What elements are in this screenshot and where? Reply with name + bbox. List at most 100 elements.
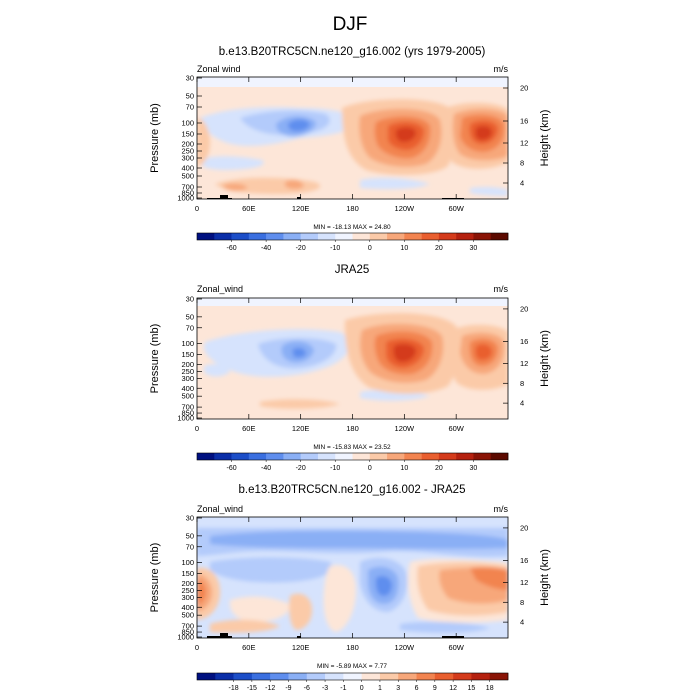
- x-tick-label: 120W: [395, 204, 416, 213]
- colorbar-label: 15: [468, 685, 476, 692]
- y-tick-label: 500: [181, 392, 194, 401]
- colorbar-label: 0: [368, 245, 372, 252]
- y-tick-label: 1000: [177, 414, 194, 423]
- colorbar-swatch: [387, 453, 405, 460]
- colorbar-swatch: [335, 233, 353, 240]
- y-tick-label: 30: [186, 513, 194, 522]
- colorbar-label: -3: [322, 685, 328, 692]
- colorbar-swatch: [343, 673, 362, 680]
- panel-left-label: Zonal_wind: [197, 504, 243, 514]
- colorbar-label: 0: [368, 465, 372, 472]
- colorbar-label: 6: [415, 685, 419, 692]
- colorbar-label: -6: [304, 685, 310, 692]
- colorbar-label: -60: [226, 465, 236, 472]
- x-tick-label: 120E: [292, 204, 310, 213]
- y-tick-label: 250: [181, 586, 194, 595]
- y-tick-label: 250: [181, 367, 194, 376]
- colorbar-swatch: [251, 673, 271, 680]
- colorbar-swatch: [283, 233, 301, 240]
- colorbar-swatch: [387, 233, 405, 240]
- x-tick-label: 0: [195, 204, 199, 213]
- y-tick-label: 150: [181, 130, 194, 139]
- colorbar-label: -9: [285, 685, 291, 692]
- colorbar-swatch: [438, 233, 457, 240]
- colorbar-swatch: [288, 673, 308, 680]
- panel-model: b.e13.B20TRC5CN.ne120_g16.002 (yrs 1979-…: [149, 46, 551, 231]
- colorbar-label: 9: [433, 685, 437, 692]
- x-tick-label: 120E: [292, 424, 310, 433]
- colorbar-swatch: [398, 673, 417, 680]
- y-tick-label: 1000: [177, 194, 194, 203]
- y-tick-label: 400: [181, 384, 194, 393]
- y-axis-title: Pressure (mb): [149, 543, 161, 613]
- colorbar-label: 20: [435, 465, 443, 472]
- colorbar-swatch: [489, 673, 509, 680]
- y-tick-label: 50: [186, 312, 194, 321]
- colorbar-swatch: [266, 233, 284, 240]
- y-right-tick-label: 4: [520, 179, 524, 188]
- colorbar-swatch: [231, 453, 250, 460]
- colorbar-label: -10: [330, 245, 340, 252]
- colorbar-swatch: [369, 453, 388, 460]
- colorbar-swatch: [352, 233, 371, 240]
- y-tick-label: 300: [181, 154, 194, 163]
- y-tick-label: 250: [181, 147, 194, 156]
- y-axis-title: Pressure (mb): [149, 324, 161, 394]
- y-tick-label: 50: [186, 531, 194, 540]
- colorbar-swatch: [233, 673, 253, 680]
- colorbar-swatch: [379, 673, 399, 680]
- colorbar-swatch: [248, 233, 267, 240]
- y-right-tick-label: 8: [520, 159, 524, 168]
- colorbar-swatch: [214, 453, 232, 460]
- colorbar-swatch: [197, 673, 216, 680]
- colorbar-swatch: [300, 233, 319, 240]
- y-tick-label: 300: [181, 593, 194, 602]
- x-tick-label: 0: [195, 643, 199, 652]
- min-max-stats: MIN = -18.13 MAX = 24.80: [313, 224, 391, 231]
- colorbar-swatch: [369, 233, 388, 240]
- y-right-tick-label: 4: [520, 618, 524, 627]
- y-tick-label: 30: [186, 294, 194, 303]
- y-right-tick-label: 12: [520, 359, 528, 368]
- y-right-tick-label: 8: [520, 598, 524, 607]
- colorbar-label: -60: [226, 245, 236, 252]
- colorbar-label: -15: [247, 685, 257, 692]
- panel-left-label: Zonal wind: [197, 64, 241, 74]
- colorbar-label: 12: [449, 685, 457, 692]
- colorbar-swatch: [416, 673, 436, 680]
- y-tick-label: 30: [186, 74, 194, 83]
- colorbar-label: -18: [229, 685, 239, 692]
- y-tick-label: 200: [181, 360, 194, 369]
- y-right-tick-label: 16: [520, 337, 528, 346]
- x-tick-label: 60W: [448, 424, 464, 433]
- y-tick-label: 400: [181, 603, 194, 612]
- colorbar-swatch: [215, 673, 234, 680]
- y-tick-label: 500: [181, 611, 194, 620]
- contour-field: [197, 298, 508, 419]
- colorbar-swatch: [214, 233, 232, 240]
- y-tick-label: 50: [186, 92, 194, 101]
- min-max-stats: MIN = -5.89 MAX = 7.77: [317, 663, 387, 670]
- colorbar-label: -20: [296, 245, 306, 252]
- colorbar-frame: [196, 452, 509, 461]
- y-tick-label: 100: [181, 119, 194, 128]
- colorbar-swatch: [352, 453, 371, 460]
- y-tick-label: 400: [181, 164, 194, 173]
- colorbar-swatch: [421, 233, 440, 240]
- y-tick-label: 100: [181, 558, 194, 567]
- colorbar-swatch: [317, 233, 336, 240]
- y-right-tick-label: 8: [520, 379, 524, 388]
- y-tick-label: 200: [181, 579, 194, 588]
- panel-title: b.e13.B20TRC5CN.ne120_g16.002 (yrs 1979-…: [219, 46, 486, 58]
- x-tick-label: 60E: [242, 424, 255, 433]
- y-tick-label: 70: [186, 542, 194, 551]
- colorbar-swatch: [404, 453, 422, 460]
- colorbar-swatch: [438, 453, 457, 460]
- colorbar-swatch: [421, 453, 440, 460]
- colorbar-swatch: [473, 453, 492, 460]
- colorbar-label: 20: [435, 245, 443, 252]
- colorbar-label: 30: [470, 245, 478, 252]
- colorbar: -18 -15 -12 -9 -6 -3 -1 0 1 3 6 9 12 15 18: [196, 672, 509, 692]
- y-tick-label: 850: [181, 189, 194, 198]
